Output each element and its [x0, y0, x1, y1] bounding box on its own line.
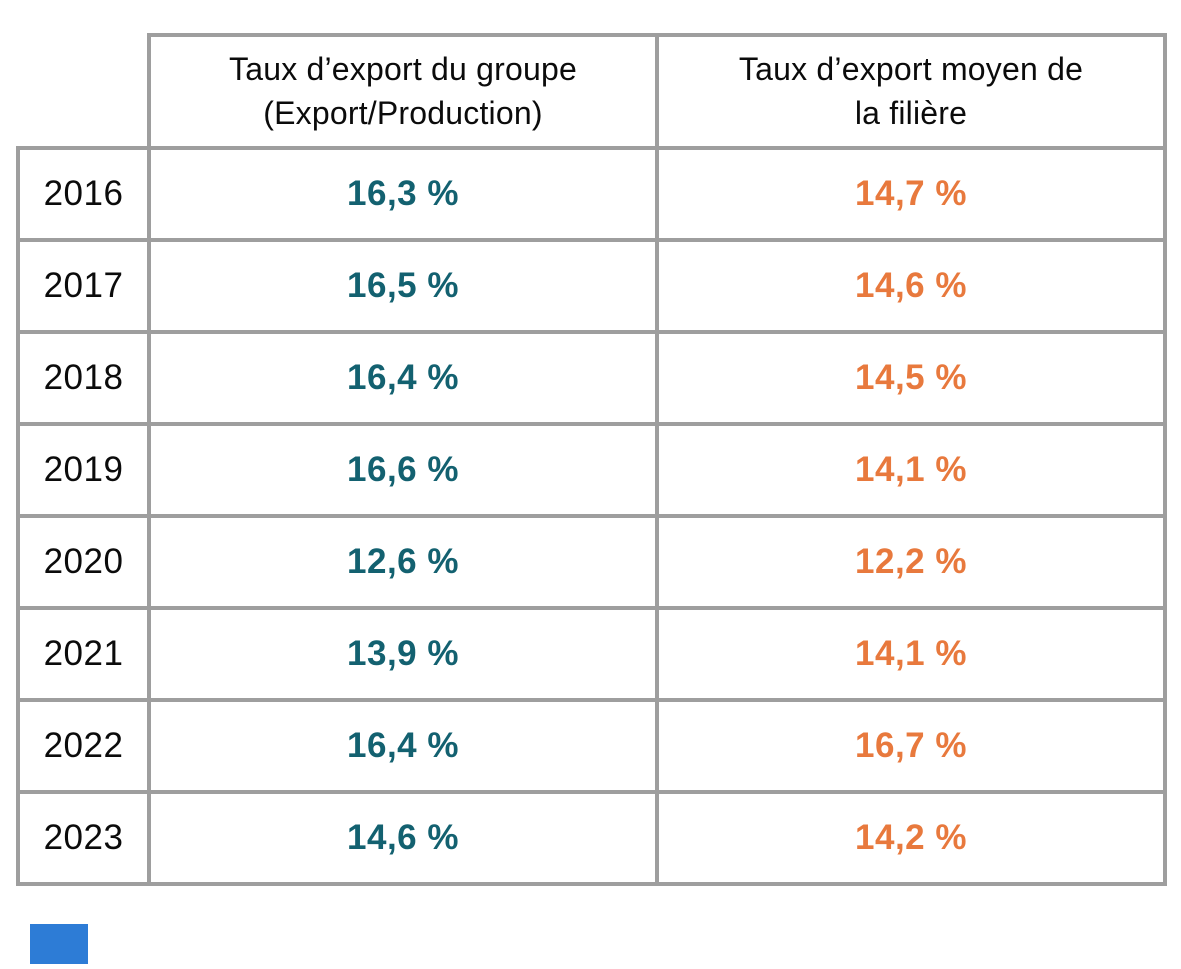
sector-rate-cell: 14,1 % [655, 422, 1167, 518]
table-row: 2023 14,6 % 14,2 % [16, 790, 1167, 886]
sector-rate-cell: 14,2 % [655, 790, 1167, 886]
header-row: Taux d’export du groupe (Export/Producti… [18, 33, 1167, 150]
group-rate-cell: 14,6 % [147, 790, 659, 886]
header-group-rate-line1: Taux d’export du groupe [229, 51, 577, 88]
table-header: Taux d’export du groupe (Export/Producti… [18, 33, 1167, 150]
sector-rate-cell: 16,7 % [655, 698, 1167, 794]
group-rate-cell: 16,3 % [147, 146, 659, 242]
table-row: 2020 12,6 % 12,2 % [16, 514, 1167, 610]
table-row: 2019 16,6 % 14,1 % [16, 422, 1167, 518]
year-cell: 2016 [16, 146, 151, 242]
table-row: 2017 16,5 % 14,6 % [16, 238, 1167, 334]
year-cell: 2021 [16, 606, 151, 702]
group-rate-cell: 16,4 % [147, 330, 659, 426]
table-body: 2016 16,3 % 14,7 % 2017 16,5 % 14,6 % 20… [16, 146, 1167, 886]
table-row: 2021 13,9 % 14,1 % [16, 606, 1167, 702]
group-rate-cell: 16,6 % [147, 422, 659, 518]
table-row: 2018 16,4 % 14,5 % [16, 330, 1167, 426]
decorative-blue-square [30, 924, 88, 964]
year-cell: 2020 [16, 514, 151, 610]
sector-rate-cell: 14,5 % [655, 330, 1167, 426]
sector-rate-cell: 14,1 % [655, 606, 1167, 702]
group-rate-cell: 16,4 % [147, 698, 659, 794]
year-cell: 2018 [16, 330, 151, 426]
header-group-rate-line2: (Export/Production) [263, 94, 543, 131]
table-row: 2022 16,4 % 16,7 % [16, 698, 1167, 794]
table-row: 2016 16,3 % 14,7 % [16, 146, 1167, 242]
sector-rate-cell: 14,7 % [655, 146, 1167, 242]
year-cell: 2023 [16, 790, 151, 886]
header-sector-rate-line2: la filière [854, 94, 968, 131]
sector-rate-cell: 14,6 % [655, 238, 1167, 334]
sector-rate-cell: 12,2 % [655, 514, 1167, 610]
year-cell: 2019 [16, 422, 151, 518]
header-group-rate: Taux d’export du groupe (Export/Producti… [147, 33, 659, 150]
year-cell: 2017 [16, 238, 151, 334]
year-cell: 2022 [16, 698, 151, 794]
group-rate-cell: 13,9 % [147, 606, 659, 702]
header-sector-rate: Taux d’export moyen de la filière [655, 33, 1167, 150]
group-rate-cell: 16,5 % [147, 238, 659, 334]
header-empty-cell [18, 35, 149, 148]
export-rates-table: Taux d’export du groupe (Export/Producti… [16, 33, 1167, 886]
header-sector-rate-line1: Taux d’export moyen de [738, 51, 1084, 88]
group-rate-cell: 12,6 % [147, 514, 659, 610]
